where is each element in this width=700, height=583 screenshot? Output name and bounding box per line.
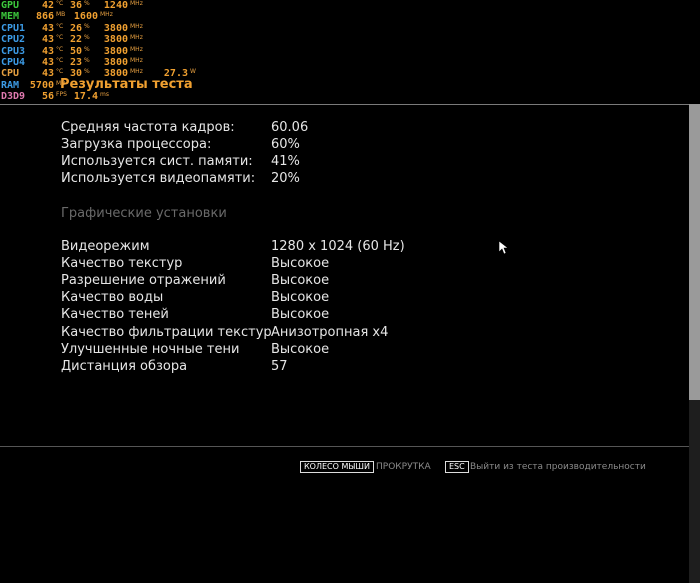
osd-label: MEM	[1, 11, 20, 23]
osd-value: 3800	[103, 22, 128, 34]
scrollbar[interactable]	[689, 104, 700, 400]
setting-label: Качество фильтрации текстур	[61, 324, 272, 340]
osd-value: 17.4	[73, 91, 98, 103]
setting-value: 1280 x 1024 (60 Hz)	[271, 239, 405, 254]
cursor	[499, 241, 509, 255]
osd-unit: MHz	[130, 34, 143, 42]
osd-value: 1600	[73, 11, 98, 23]
setting-value: Высокое	[271, 256, 330, 272]
osd-value: 5700	[29, 79, 54, 91]
stat-value: 60%	[271, 137, 300, 152]
stat-label: Средняя частота кадров:	[61, 120, 235, 135]
stat-label: Используется сист. памяти:	[61, 154, 253, 169]
setting-label: Качество текстур	[61, 256, 183, 272]
osd-unit: °C	[56, 68, 64, 76]
osd-value: 43	[41, 45, 54, 57]
osd-unit: °C	[56, 22, 64, 30]
setting-value: Высокое	[271, 273, 330, 289]
stat-value: 60.06	[271, 120, 309, 135]
osd-value: 1240	[103, 0, 128, 11]
osd-value: 56	[41, 91, 54, 103]
setting-label: Дистанция обзора	[61, 358, 188, 374]
key-hint[interactable]: КОЛЕСО МЫШИ	[300, 461, 374, 473]
setting-label: Качество теней	[61, 307, 169, 323]
osd-unit: %	[84, 68, 90, 76]
osd-label: CPU4	[1, 57, 26, 68]
osd-unit: MHz	[130, 57, 143, 64]
osd-unit: MHz	[130, 22, 143, 30]
setting-value: 57	[271, 358, 288, 374]
setting-value: Высокое	[271, 341, 330, 357]
osd-label: GPU	[1, 0, 20, 11]
stat-label: Используется видеопамяти:	[61, 171, 256, 186]
divider	[0, 446, 690, 447]
osd-value: 3800	[103, 34, 128, 46]
osd-unit: %	[84, 34, 90, 42]
osd-value: 22	[69, 34, 82, 46]
osd-unit: °C	[56, 45, 64, 53]
key-action: ПРОКРУТКА	[376, 462, 431, 472]
osd-value: 26	[69, 22, 82, 34]
section-heading: Графические установки	[61, 206, 227, 221]
osd-unit: MB	[56, 11, 66, 19]
setting-label: Качество воды	[61, 290, 164, 306]
osd-unit: %	[84, 22, 90, 30]
osd-value: 3800	[103, 57, 128, 68]
key-hint[interactable]: ESC	[445, 461, 469, 473]
osd-label: D3D9	[1, 91, 26, 103]
osd-unit: W	[190, 68, 196, 76]
osd-unit: MHz	[130, 0, 143, 7]
osd-value: 30	[69, 68, 82, 80]
osd-unit: MHz	[100, 11, 113, 19]
osd-unit: ms	[100, 91, 109, 99]
osd-value: 866	[35, 11, 54, 23]
osd-label: RAM	[1, 79, 20, 91]
osd-label: CPU	[1, 68, 20, 80]
osd-unit: %	[84, 45, 90, 53]
scroll-track[interactable]	[689, 400, 700, 583]
osd-unit: MHz	[130, 45, 143, 53]
osd-value: 3800	[103, 45, 128, 57]
osd-unit: %	[84, 57, 90, 64]
setting-value: Высокое	[271, 307, 330, 323]
osd-unit: FPS	[56, 91, 67, 99]
osd-value: 23	[69, 57, 82, 68]
osd-unit: MHz	[130, 68, 143, 76]
key-action: Выйти из теста производительности	[470, 462, 646, 472]
osd-value: 3800	[103, 68, 128, 80]
osd-value: 50	[69, 45, 82, 57]
osd-value: 42	[41, 0, 54, 11]
setting-label: Видеорежим	[61, 239, 150, 254]
setting-label: Разрешение отражений	[61, 273, 226, 289]
osd-value: 27.3	[163, 68, 188, 80]
stat-value: 20%	[271, 171, 300, 186]
osd-unit: MB	[56, 79, 66, 87]
osd-label: CPU3	[1, 45, 26, 57]
osd-unit: °C	[56, 57, 64, 64]
stat-label: Загрузка процессора:	[61, 137, 212, 152]
title: Результаты теста	[60, 77, 193, 92]
osd-unit: %	[84, 0, 90, 7]
setting-label: Улучшенные ночные тени	[61, 341, 240, 357]
osd-value: 43	[41, 34, 54, 46]
osd-value: 43	[41, 68, 54, 80]
osd-label: CPU2	[1, 34, 26, 46]
divider	[0, 104, 690, 105]
osd-value: 36	[69, 0, 82, 11]
osd-value: 43	[41, 57, 54, 68]
osd-value: 43	[41, 22, 54, 34]
setting-value: Высокое	[271, 290, 330, 306]
stat-value: 41%	[271, 154, 300, 169]
osd-label: CPU1	[1, 22, 26, 34]
osd-unit: °C	[56, 34, 64, 42]
osd-unit: °C	[56, 0, 64, 7]
setting-value: Анизотропная x4	[271, 324, 389, 340]
